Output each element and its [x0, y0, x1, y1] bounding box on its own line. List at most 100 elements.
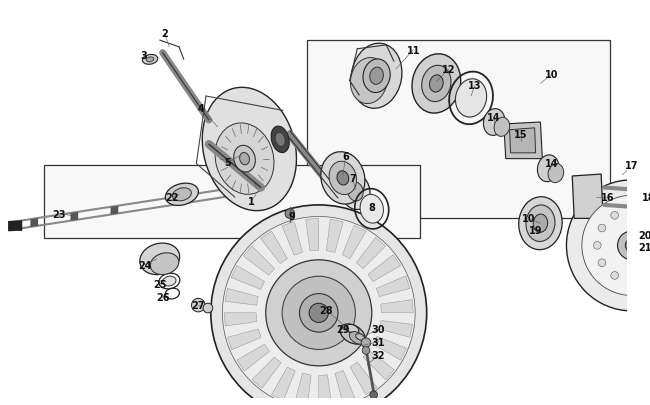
Polygon shape	[356, 238, 385, 269]
Circle shape	[566, 180, 650, 311]
Text: 23: 23	[52, 209, 65, 219]
Ellipse shape	[351, 44, 402, 109]
Text: 2: 2	[161, 29, 168, 39]
Text: 20: 20	[638, 230, 650, 240]
Ellipse shape	[548, 164, 564, 183]
Ellipse shape	[172, 188, 191, 201]
Text: 22: 22	[166, 193, 179, 202]
Text: 15: 15	[514, 129, 528, 139]
Polygon shape	[350, 362, 377, 394]
Ellipse shape	[234, 146, 255, 173]
Circle shape	[282, 277, 356, 350]
Polygon shape	[224, 313, 257, 326]
Text: 21: 21	[638, 243, 650, 253]
Polygon shape	[294, 373, 311, 405]
Ellipse shape	[360, 195, 384, 224]
Circle shape	[645, 212, 650, 220]
Circle shape	[192, 298, 205, 312]
Text: 29: 29	[336, 324, 350, 335]
Text: 17: 17	[625, 161, 639, 171]
Text: 14: 14	[545, 159, 559, 169]
Ellipse shape	[142, 55, 158, 65]
Text: 25: 25	[153, 279, 166, 289]
Text: 10: 10	[522, 214, 536, 224]
Polygon shape	[8, 221, 22, 231]
Text: 24: 24	[138, 260, 152, 270]
Ellipse shape	[422, 66, 451, 102]
Polygon shape	[31, 219, 38, 227]
Polygon shape	[111, 206, 118, 215]
Ellipse shape	[240, 153, 250, 165]
Text: 7: 7	[349, 173, 356, 183]
Ellipse shape	[370, 68, 384, 85]
Circle shape	[361, 338, 370, 347]
Polygon shape	[227, 329, 261, 350]
Text: 1: 1	[248, 196, 255, 207]
Polygon shape	[376, 276, 410, 297]
Circle shape	[611, 272, 619, 279]
Circle shape	[593, 242, 601, 249]
Circle shape	[309, 303, 328, 323]
Ellipse shape	[341, 174, 370, 210]
Circle shape	[211, 205, 426, 405]
Circle shape	[370, 391, 378, 399]
Text: 5: 5	[224, 158, 231, 168]
Circle shape	[628, 277, 636, 284]
Circle shape	[300, 294, 338, 332]
Ellipse shape	[533, 215, 548, 233]
Ellipse shape	[329, 162, 357, 195]
Ellipse shape	[165, 184, 198, 206]
Ellipse shape	[350, 58, 387, 104]
Circle shape	[628, 183, 638, 193]
Polygon shape	[326, 220, 343, 253]
Text: 31: 31	[372, 337, 385, 347]
Polygon shape	[44, 166, 420, 238]
Ellipse shape	[348, 182, 363, 201]
Circle shape	[598, 259, 606, 267]
Polygon shape	[231, 266, 265, 290]
Polygon shape	[307, 41, 610, 219]
Text: 13: 13	[468, 81, 482, 91]
Text: 14: 14	[488, 113, 501, 123]
Text: 27: 27	[192, 301, 205, 310]
Polygon shape	[363, 351, 394, 380]
Polygon shape	[379, 321, 413, 337]
Circle shape	[645, 272, 650, 279]
Text: 10: 10	[545, 70, 559, 80]
Text: 18: 18	[642, 193, 650, 202]
Text: 6: 6	[343, 151, 349, 161]
Text: 19: 19	[529, 226, 542, 235]
Circle shape	[625, 239, 639, 252]
Circle shape	[285, 209, 294, 219]
Text: 8: 8	[369, 202, 375, 212]
Polygon shape	[510, 128, 536, 153]
Ellipse shape	[346, 324, 359, 334]
Ellipse shape	[519, 197, 562, 250]
Text: 12: 12	[442, 65, 456, 75]
Ellipse shape	[162, 277, 176, 286]
Polygon shape	[381, 300, 413, 313]
Ellipse shape	[412, 55, 461, 114]
Polygon shape	[373, 337, 406, 360]
Text: 30: 30	[372, 324, 385, 335]
Polygon shape	[237, 344, 269, 371]
Circle shape	[203, 303, 213, 313]
Polygon shape	[504, 123, 542, 159]
Circle shape	[222, 217, 415, 405]
Polygon shape	[368, 255, 400, 282]
Polygon shape	[342, 226, 366, 259]
Text: 9: 9	[289, 212, 295, 222]
Ellipse shape	[356, 334, 365, 341]
Text: 32: 32	[372, 350, 385, 360]
Text: 26: 26	[156, 293, 170, 303]
Circle shape	[598, 225, 606, 232]
Text: 3: 3	[140, 50, 147, 60]
Ellipse shape	[321, 152, 365, 205]
Polygon shape	[243, 246, 274, 275]
Circle shape	[628, 202, 638, 212]
Circle shape	[618, 231, 647, 260]
Ellipse shape	[349, 332, 365, 344]
Polygon shape	[70, 213, 78, 221]
Text: 11: 11	[406, 46, 420, 55]
Text: 28: 28	[320, 305, 333, 315]
